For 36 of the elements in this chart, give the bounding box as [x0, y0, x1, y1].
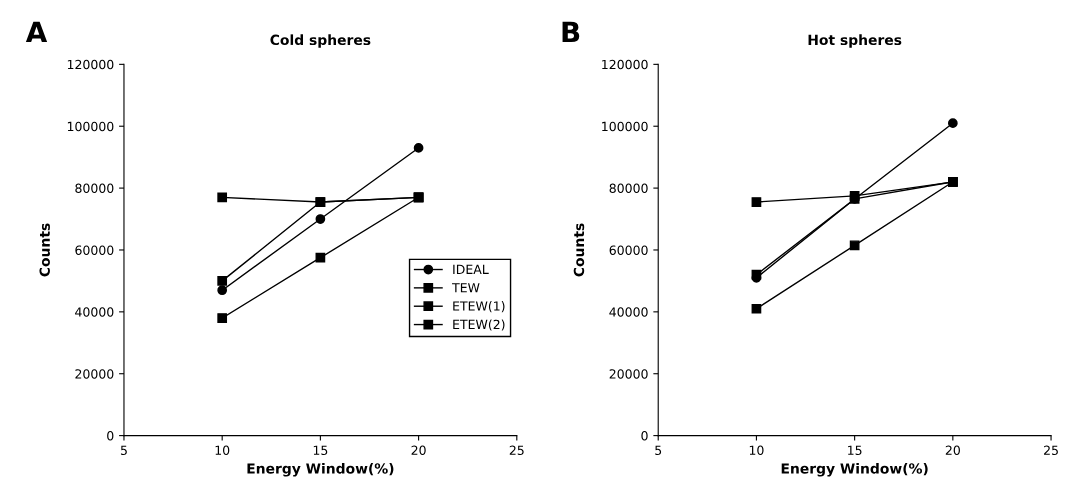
y-tick-label: 80000 — [75, 183, 114, 194]
legend-label: TEW — [452, 283, 480, 293]
x-tick-label: 20 — [945, 445, 960, 455]
legend-label: ETEW(2) — [453, 319, 505, 331]
y-tick-label: 40000 — [609, 307, 648, 317]
text: B — [562, 21, 580, 43]
chart-title: Cold spheres — [270, 34, 371, 48]
y-tick-label: 80000 — [609, 183, 648, 194]
legend-label: ETEW(1) — [453, 301, 505, 313]
y-tick-label: 100000 — [67, 121, 114, 132]
x-axis-title: Energy Window(%) — [781, 462, 928, 477]
y-tick-label: 20000 — [75, 369, 114, 379]
text: A — [25, 21, 48, 43]
y-tick-label: 20000 — [609, 369, 648, 379]
y-axis-title: Counts — [573, 223, 585, 277]
x-tick-label: 5 — [655, 445, 662, 455]
x-tick-label: 5 — [120, 445, 127, 455]
y-tick-label: 120000 — [602, 59, 648, 70]
x-tick-label: 15 — [313, 445, 328, 455]
x-tick-label: 20 — [411, 445, 426, 455]
x-tick-label: 25 — [509, 445, 524, 455]
chart-title: Hot spheres — [808, 34, 902, 48]
x-tick-label: 10 — [215, 445, 230, 455]
y-tick-label: 40000 — [75, 307, 114, 317]
x-tick-label: 15 — [848, 445, 862, 455]
x-tick-label: 25 — [1044, 445, 1058, 455]
legend-label: IDEAL — [453, 264, 489, 274]
y-tick-label: 60000 — [75, 245, 114, 255]
y-axis-title: Counts — [39, 223, 50, 277]
y-tick-label: 100000 — [602, 121, 648, 132]
x-axis-title: Energy Window(%) — [247, 462, 394, 477]
y-tick-label: 0 — [641, 431, 648, 441]
y-tick-label: 60000 — [609, 245, 648, 255]
x-tick-label: 10 — [749, 445, 764, 455]
y-tick-label: 120000 — [67, 59, 114, 70]
y-tick-label: 0 — [107, 431, 114, 441]
